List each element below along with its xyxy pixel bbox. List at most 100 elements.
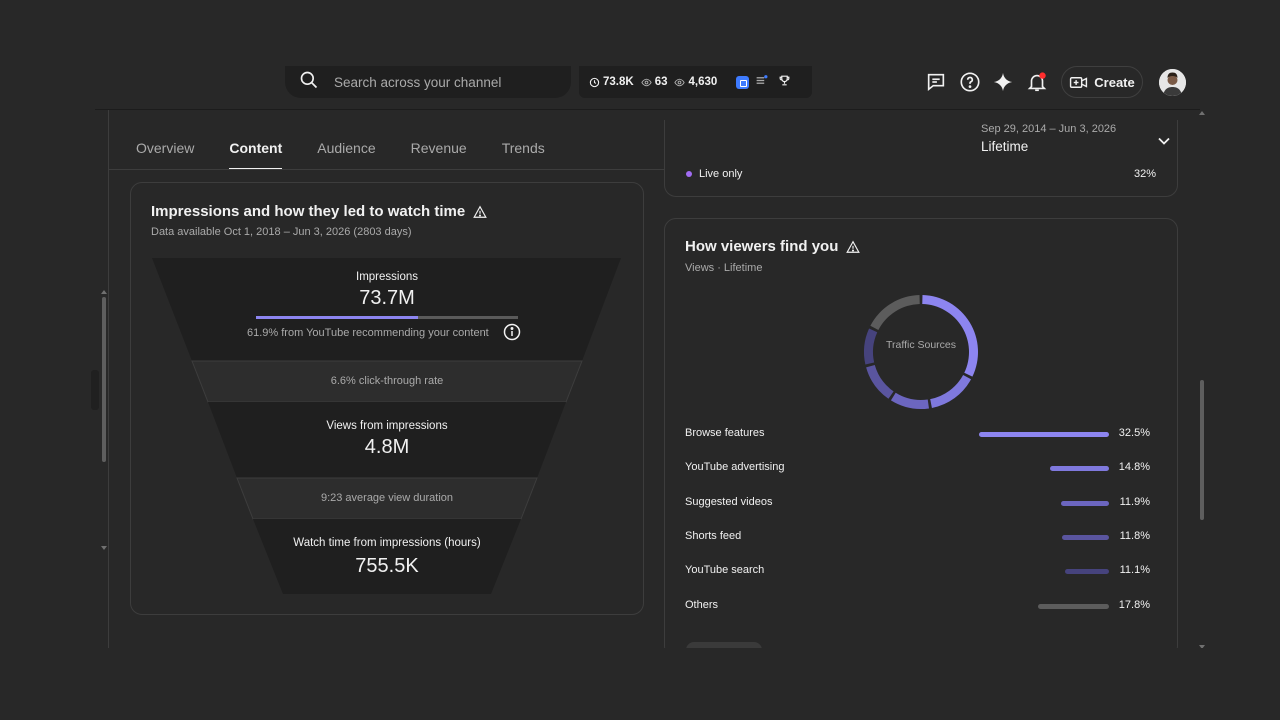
search-placeholder: Search across your channel — [334, 74, 502, 90]
realtime-stats[interactable]: 73.8K 63 4,630 — [579, 66, 812, 98]
scroll-up-arrow[interactable] — [1199, 111, 1205, 115]
tab-revenue[interactable]: Revenue — [410, 140, 467, 156]
traffic-source-pct: 17.8% — [1118, 598, 1150, 611]
donut-center-label: Traffic Sources — [885, 339, 957, 351]
notifications-icon[interactable] — [1026, 71, 1048, 93]
traffic-source-pct: 32.5% — [1118, 427, 1150, 439]
donut-slice[interactable] — [922, 295, 978, 377]
traffic-subtitle: Views · Lifetime — [685, 262, 763, 274]
trophy-icon[interactable] — [778, 74, 791, 90]
list-icon[interactable] — [755, 74, 768, 90]
watch-time-value: 755.5K — [355, 555, 419, 577]
traffic-source-row[interactable]: YouTube advertising 14.8% — [685, 461, 1150, 477]
search-input[interactable]: Search across your channel — [285, 66, 571, 98]
stat-subscribers: 73.8K — [589, 76, 634, 88]
legend-value-live: 32% — [1133, 168, 1156, 180]
traffic-source-name: Browse features — [685, 427, 765, 439]
ctr-label: 6.6% click-through rate — [330, 375, 444, 387]
watch-time-label: Watch time from impressions (hours) — [293, 537, 481, 549]
recommend-progress-fill — [256, 316, 419, 319]
avatar[interactable] — [1159, 69, 1186, 96]
traffic-source-name: YouTube advertising — [685, 461, 785, 474]
legend-label-live: Live only — [699, 168, 743, 180]
see-more-button[interactable] — [686, 642, 762, 652]
traffic-source-name: Others — [685, 598, 719, 611]
left-scrollbar[interactable] — [101, 290, 107, 550]
extension-icon[interactable] — [736, 75, 750, 89]
warning-icon — [846, 240, 861, 253]
warning-icon — [473, 205, 488, 218]
tab-audience[interactable]: Audience — [317, 140, 376, 156]
traffic-source-row[interactable]: Suggested videos 11.9% — [685, 496, 1150, 512]
traffic-source-bar — [1062, 534, 1109, 540]
legend-dot-live — [686, 171, 692, 177]
traffic-source-bar — [1065, 569, 1109, 575]
help-icon[interactable] — [959, 71, 981, 93]
tabs-divider — [109, 169, 664, 170]
header-divider — [95, 109, 1200, 110]
feedback-icon[interactable] — [925, 71, 947, 93]
recommend-progress — [256, 316, 518, 319]
donut-slice[interactable] — [930, 374, 972, 408]
eye-icon — [674, 78, 686, 86]
traffic-donut-chart — [864, 295, 978, 409]
traffic-source-row[interactable]: Others 17.8% — [685, 599, 1150, 615]
date-period-label[interactable]: Lifetime — [981, 139, 1029, 154]
tab-overview[interactable]: Overview — [136, 140, 195, 156]
funnel-stage-impressions — [152, 258, 621, 361]
scroll-down-arrow[interactable] — [101, 546, 107, 550]
traffic-source-pct: 11.1% — [1119, 564, 1150, 577]
side-handle[interactable] — [91, 370, 99, 410]
tab-trends[interactable]: Trends — [501, 140, 545, 156]
avd-label: 9:23 average view duration — [320, 492, 454, 504]
search-icon — [299, 70, 319, 95]
scroll-thumb[interactable] — [1200, 380, 1204, 520]
impressions-label: Impressions — [356, 271, 418, 283]
traffic-source-pct: 11.9% — [1119, 495, 1150, 508]
views-label: Views from impressions — [326, 420, 448, 432]
right-scrollbar[interactable] — [1198, 110, 1206, 650]
impressions-value: 73.7M — [359, 287, 415, 309]
donut-slice[interactable] — [890, 392, 929, 409]
impressions-funnel-card — [130, 182, 644, 615]
video-plus-icon — [1070, 76, 1088, 88]
funnel-title: Impressions and how they led to watch ti… — [151, 203, 488, 220]
funnel-stage-views — [208, 402, 566, 478]
chevron-down-icon[interactable] — [1156, 133, 1172, 149]
stat-views-a: 63 — [641, 76, 667, 88]
traffic-source-name: YouTube search — [685, 564, 765, 577]
info-icon[interactable] — [503, 323, 521, 341]
bottom-area — [0, 648, 1280, 720]
traffic-source-pct: 14.8% — [1118, 461, 1150, 474]
date-range[interactable]: Sep 29, 2014 – Jun 3, 2026 — [981, 123, 1117, 135]
eye-icon — [641, 78, 652, 86]
traffic-source-bar — [1038, 603, 1109, 609]
traffic-source-name: Shorts feed — [685, 529, 742, 542]
traffic-source-bar — [1050, 466, 1109, 472]
content-type-card — [664, 120, 1178, 197]
traffic-source-bar — [979, 432, 1109, 437]
traffic-source-row[interactable]: YouTube search 11.1% — [685, 564, 1150, 580]
traffic-source-row[interactable]: Browse features 32.5% — [685, 427, 1150, 443]
traffic-source-row[interactable]: Shorts feed 11.8% — [685, 530, 1150, 546]
donut-slice[interactable] — [864, 328, 878, 365]
traffic-title: How viewers find you — [685, 238, 861, 255]
stat-views-b: 4,630 — [674, 76, 717, 88]
recommend-note: 61.9% from YouTube recommending your con… — [247, 327, 489, 339]
clock-icon — [589, 77, 600, 87]
sparkle-icon[interactable] — [992, 71, 1014, 93]
scroll-down-arrow[interactable] — [1199, 645, 1205, 649]
traffic-source-name: Suggested videos — [685, 495, 773, 508]
scroll-thumb[interactable] — [102, 297, 106, 462]
create-button[interactable]: Create — [1061, 66, 1143, 98]
views-value: 4.8M — [364, 436, 410, 458]
sidebar-divider — [108, 110, 109, 648]
funnel-stage-watch — [253, 519, 521, 594]
donut-slice[interactable] — [870, 295, 920, 330]
traffic-source-bar — [1061, 500, 1109, 506]
traffic-source-pct: 11.8% — [1119, 529, 1150, 542]
donut-slice[interactable] — [866, 364, 894, 399]
funnel-subtitle: Data available Oct 1, 2018 – Jun 3, 2026… — [151, 226, 412, 238]
scroll-up-arrow[interactable] — [101, 290, 107, 294]
